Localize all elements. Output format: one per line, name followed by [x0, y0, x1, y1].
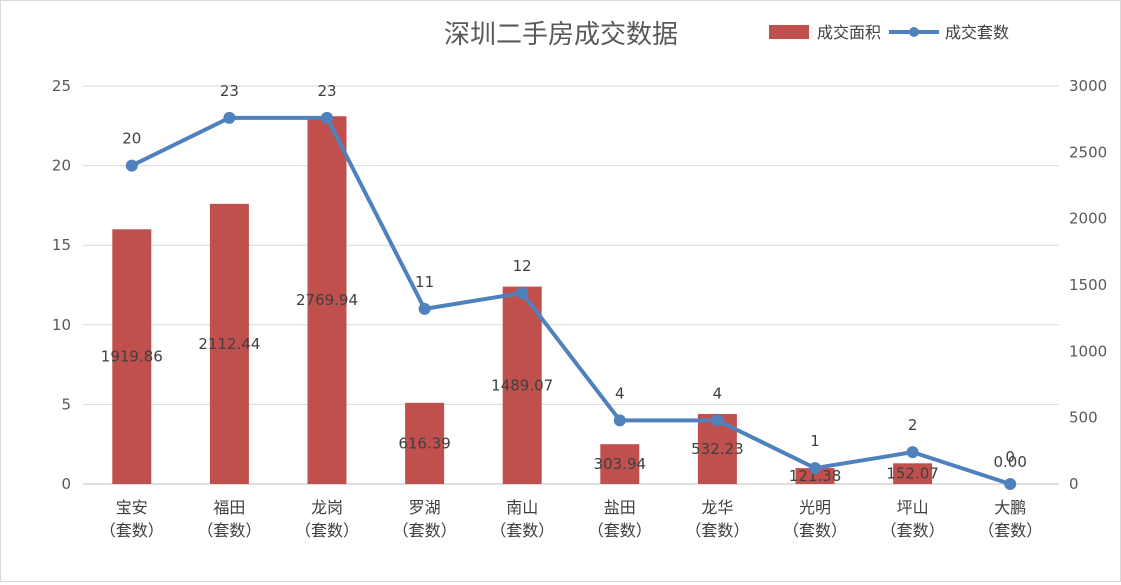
legend-swatch-area [769, 25, 809, 39]
bar [405, 402, 445, 484]
left-axis: 0 5 10 15 20 25 [52, 77, 71, 493]
line-data-label: 11 [415, 273, 434, 291]
bar-data-label: 616.39 [398, 434, 451, 452]
category-sublabel: （套数） [685, 521, 749, 540]
bar [307, 116, 347, 485]
category-sublabel: （套数） [295, 521, 359, 540]
category-label: 龙华 [701, 498, 733, 517]
line-point [516, 286, 529, 299]
left-axis-tick-label: 0 [61, 475, 71, 493]
category-sublabel: （套数） [490, 521, 554, 540]
left-axis-tick-label: 10 [52, 316, 71, 334]
legend-label-area: 成交面积 [817, 23, 881, 42]
line-point [418, 302, 431, 315]
bar [112, 229, 152, 484]
line-point [613, 414, 626, 427]
left-axis-tick-label: 5 [61, 395, 71, 413]
category-sublabel: （套数） [197, 521, 261, 540]
line-point [125, 159, 138, 172]
line-point [809, 462, 821, 475]
category-label: 罗湖 [409, 498, 441, 517]
line-point [223, 111, 236, 124]
line-data-label: 2 [908, 416, 918, 434]
left-axis-tick-label: 25 [52, 77, 71, 95]
category-label: 大鹏 [994, 498, 1026, 517]
right-axis-tick-label: 500 [1069, 409, 1098, 427]
line-point [1004, 478, 1017, 490]
bar-data-label: 303.94 [594, 455, 647, 473]
bar-data-label: 152.07 [886, 465, 939, 483]
category-sublabel: （套数） [783, 521, 847, 540]
category-label: 宝安 [116, 498, 148, 517]
line-point [906, 446, 919, 459]
right-axis-tick-label: 2000 [1069, 210, 1107, 228]
bar-data-label: 121.38 [789, 467, 842, 485]
right-axis-tick-label: 0 [1069, 475, 1079, 493]
bar-data-label: 0.00 [993, 453, 1026, 471]
line-point [321, 111, 333, 124]
bar-data-label: 1919.86 [101, 348, 163, 366]
category-label: 福田 [213, 498, 245, 517]
line-data-label: 4 [615, 384, 625, 402]
right-axis-tick-label: 1000 [1069, 342, 1107, 360]
line-path [129, 115, 1013, 486]
legend-label-count: 成交套数 [945, 23, 1009, 42]
right-axis-tick-label: 3000 [1069, 77, 1107, 95]
bar [795, 468, 835, 484]
bar-data-label: 1489.07 [491, 376, 553, 394]
bar-labels: 1919.86 2112.44 2769.94 616.39 1489.07 303.94… [101, 291, 1027, 485]
line-data-label: 20 [122, 130, 141, 148]
line-data-label: 12 [513, 257, 532, 275]
category-label: 龙岗 [311, 498, 343, 517]
category-sublabel: （套数） [100, 521, 164, 540]
right-axis-tick-label: 1500 [1069, 276, 1107, 294]
category-sublabel: （套数） [881, 521, 945, 540]
legend: 成交面积 成交套数 [769, 23, 1009, 42]
category-label: 盐田 [604, 498, 636, 517]
line-data-label: 4 [713, 384, 723, 402]
category-label: 坪山 [897, 498, 929, 517]
right-axis-tick-label: 2500 [1069, 143, 1107, 161]
category-label: 光明 [799, 498, 831, 517]
bar [502, 286, 542, 484]
bar [209, 203, 249, 485]
line-data-label: 0 [1005, 448, 1015, 466]
category-sublabel: （套数） [978, 521, 1042, 540]
legend-swatch-count-marker [909, 27, 919, 37]
category-label: 南山 [506, 498, 538, 517]
left-axis-tick-label: 20 [52, 157, 71, 175]
line-data-label: 23 [317, 82, 336, 100]
bar [600, 444, 640, 484]
right-axis: 0 500 1000 1500 2000 2500 3000 [1069, 77, 1107, 493]
category-axis: 宝安 （套数） 福田 （套数） 龙岗 （套数） 罗湖 （套数） 南山 （套数） 盐田 （套数） 龙华 （套… [100, 498, 1042, 540]
line-data-label: 1 [810, 432, 820, 450]
bar-series [112, 116, 933, 485]
chart-title: 深圳二手房成交数据 [444, 20, 678, 50]
bar [893, 463, 933, 484]
line-point [711, 414, 724, 427]
bar-data-label: 532.23 [691, 440, 744, 458]
category-sublabel: （套数） [588, 521, 652, 540]
category-sublabel: （套数） [393, 521, 457, 540]
line-data-label: 23 [220, 82, 239, 100]
bar-data-label: 2112.44 [198, 335, 260, 353]
bar-data-label: 2769.94 [296, 291, 358, 309]
left-axis-tick-label: 15 [52, 236, 71, 254]
line-series [125, 111, 1017, 490]
